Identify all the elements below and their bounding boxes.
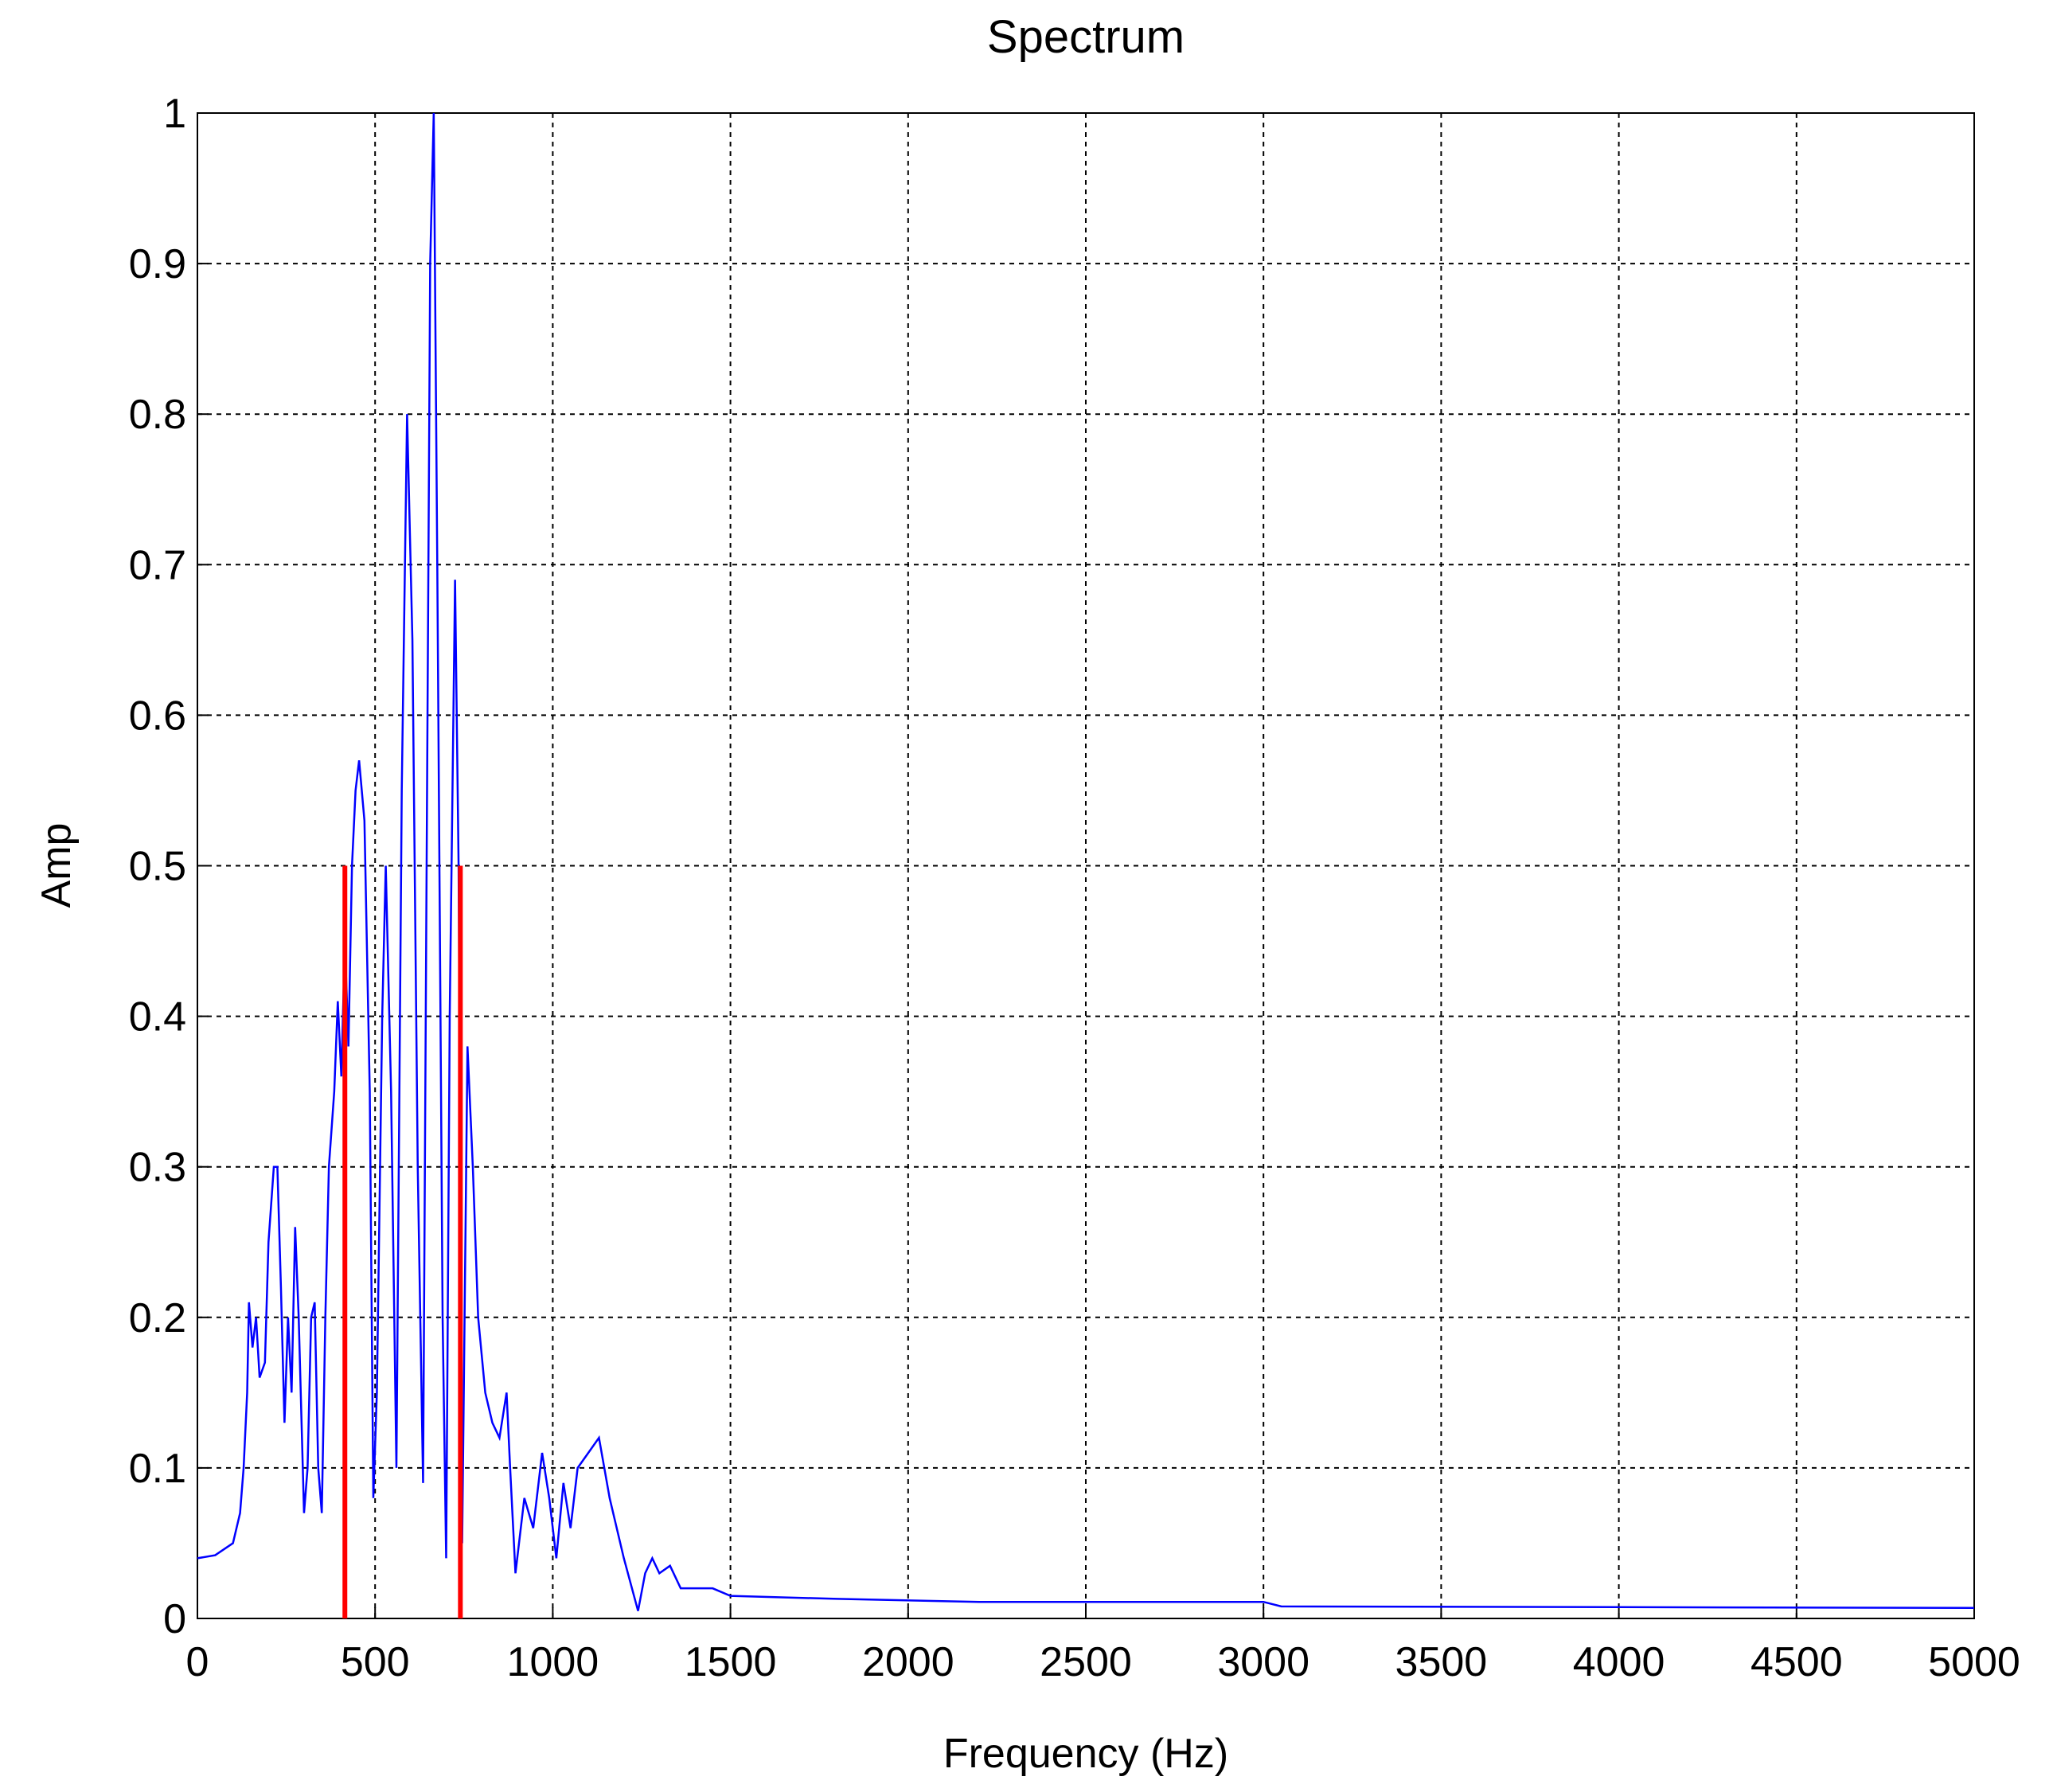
y-tick-label: 1 [163,91,186,137]
y-tick-label: 0.3 [129,1145,186,1191]
x-tick-label: 1500 [685,1639,777,1685]
y-tick-label: 0.2 [129,1295,186,1341]
y-tick-label: 0.1 [129,1446,186,1492]
y-tick-label: 0 [163,1596,186,1642]
plot-frame [197,112,1975,1619]
y-tick-label: 0.8 [129,392,186,438]
chart-title: Spectrum [987,11,1185,63]
x-tick-label: 3500 [1395,1639,1488,1685]
x-axis-label: Frequency (Hz) [943,1731,1228,1777]
x-tick-label: 3000 [1217,1639,1309,1685]
y-axis-label: Amp [33,823,80,908]
spectrum-line [197,112,1975,1611]
y-tick-label: 0.7 [129,542,186,588]
y-tick-label: 0.4 [129,994,186,1040]
y-tick-label: 0.9 [129,241,186,287]
x-tick-label: 500 [341,1639,410,1685]
x-tick-label: 4500 [1751,1639,1843,1685]
x-tick-label: 1000 [507,1639,599,1685]
y-tick-label: 0.5 [129,844,186,890]
x-tick-label: 5000 [1928,1639,2020,1685]
x-tick-label: 2000 [862,1639,954,1685]
y-tick-label: 0.6 [129,693,186,739]
x-tick-label: 2500 [1040,1639,1132,1685]
x-tick-label: 0 [186,1639,209,1685]
x-tick-label: 4000 [1573,1639,1665,1685]
